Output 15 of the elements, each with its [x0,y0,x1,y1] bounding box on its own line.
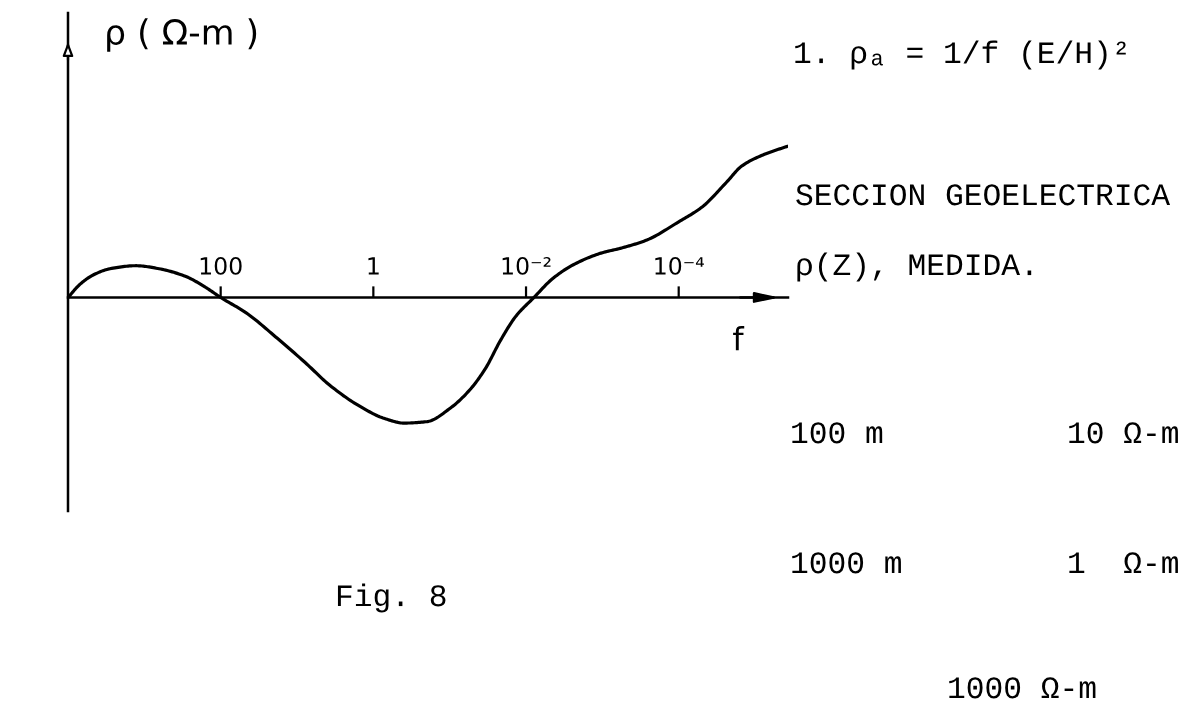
text: 100 m [792,422,883,444]
text: ρ(Z), MEDIDA. [797,252,1032,282]
x-tick-label: 1 [368,257,379,275]
text: 1000 m [792,552,901,574]
y-axis-title: ρ ( Ω-m ) [107,18,257,52]
x-tick-label: 100 [200,257,242,275]
x-tick-label: 10⁻⁴ [655,257,704,275]
text: 1. ρₐ = 1/f (E/H)² [795,40,1126,70]
text: 10 Ω-m [1069,422,1178,444]
x-tick-label: 10⁻² [502,257,551,275]
text: SECCION GEOELECTRICA [796,184,1171,206]
x-axis-title: f [733,326,745,351]
text: 1 Ω-m [1069,552,1178,574]
text: 1000 Ω-m [949,677,1096,699]
caption: Fig. 8 [337,583,446,613]
